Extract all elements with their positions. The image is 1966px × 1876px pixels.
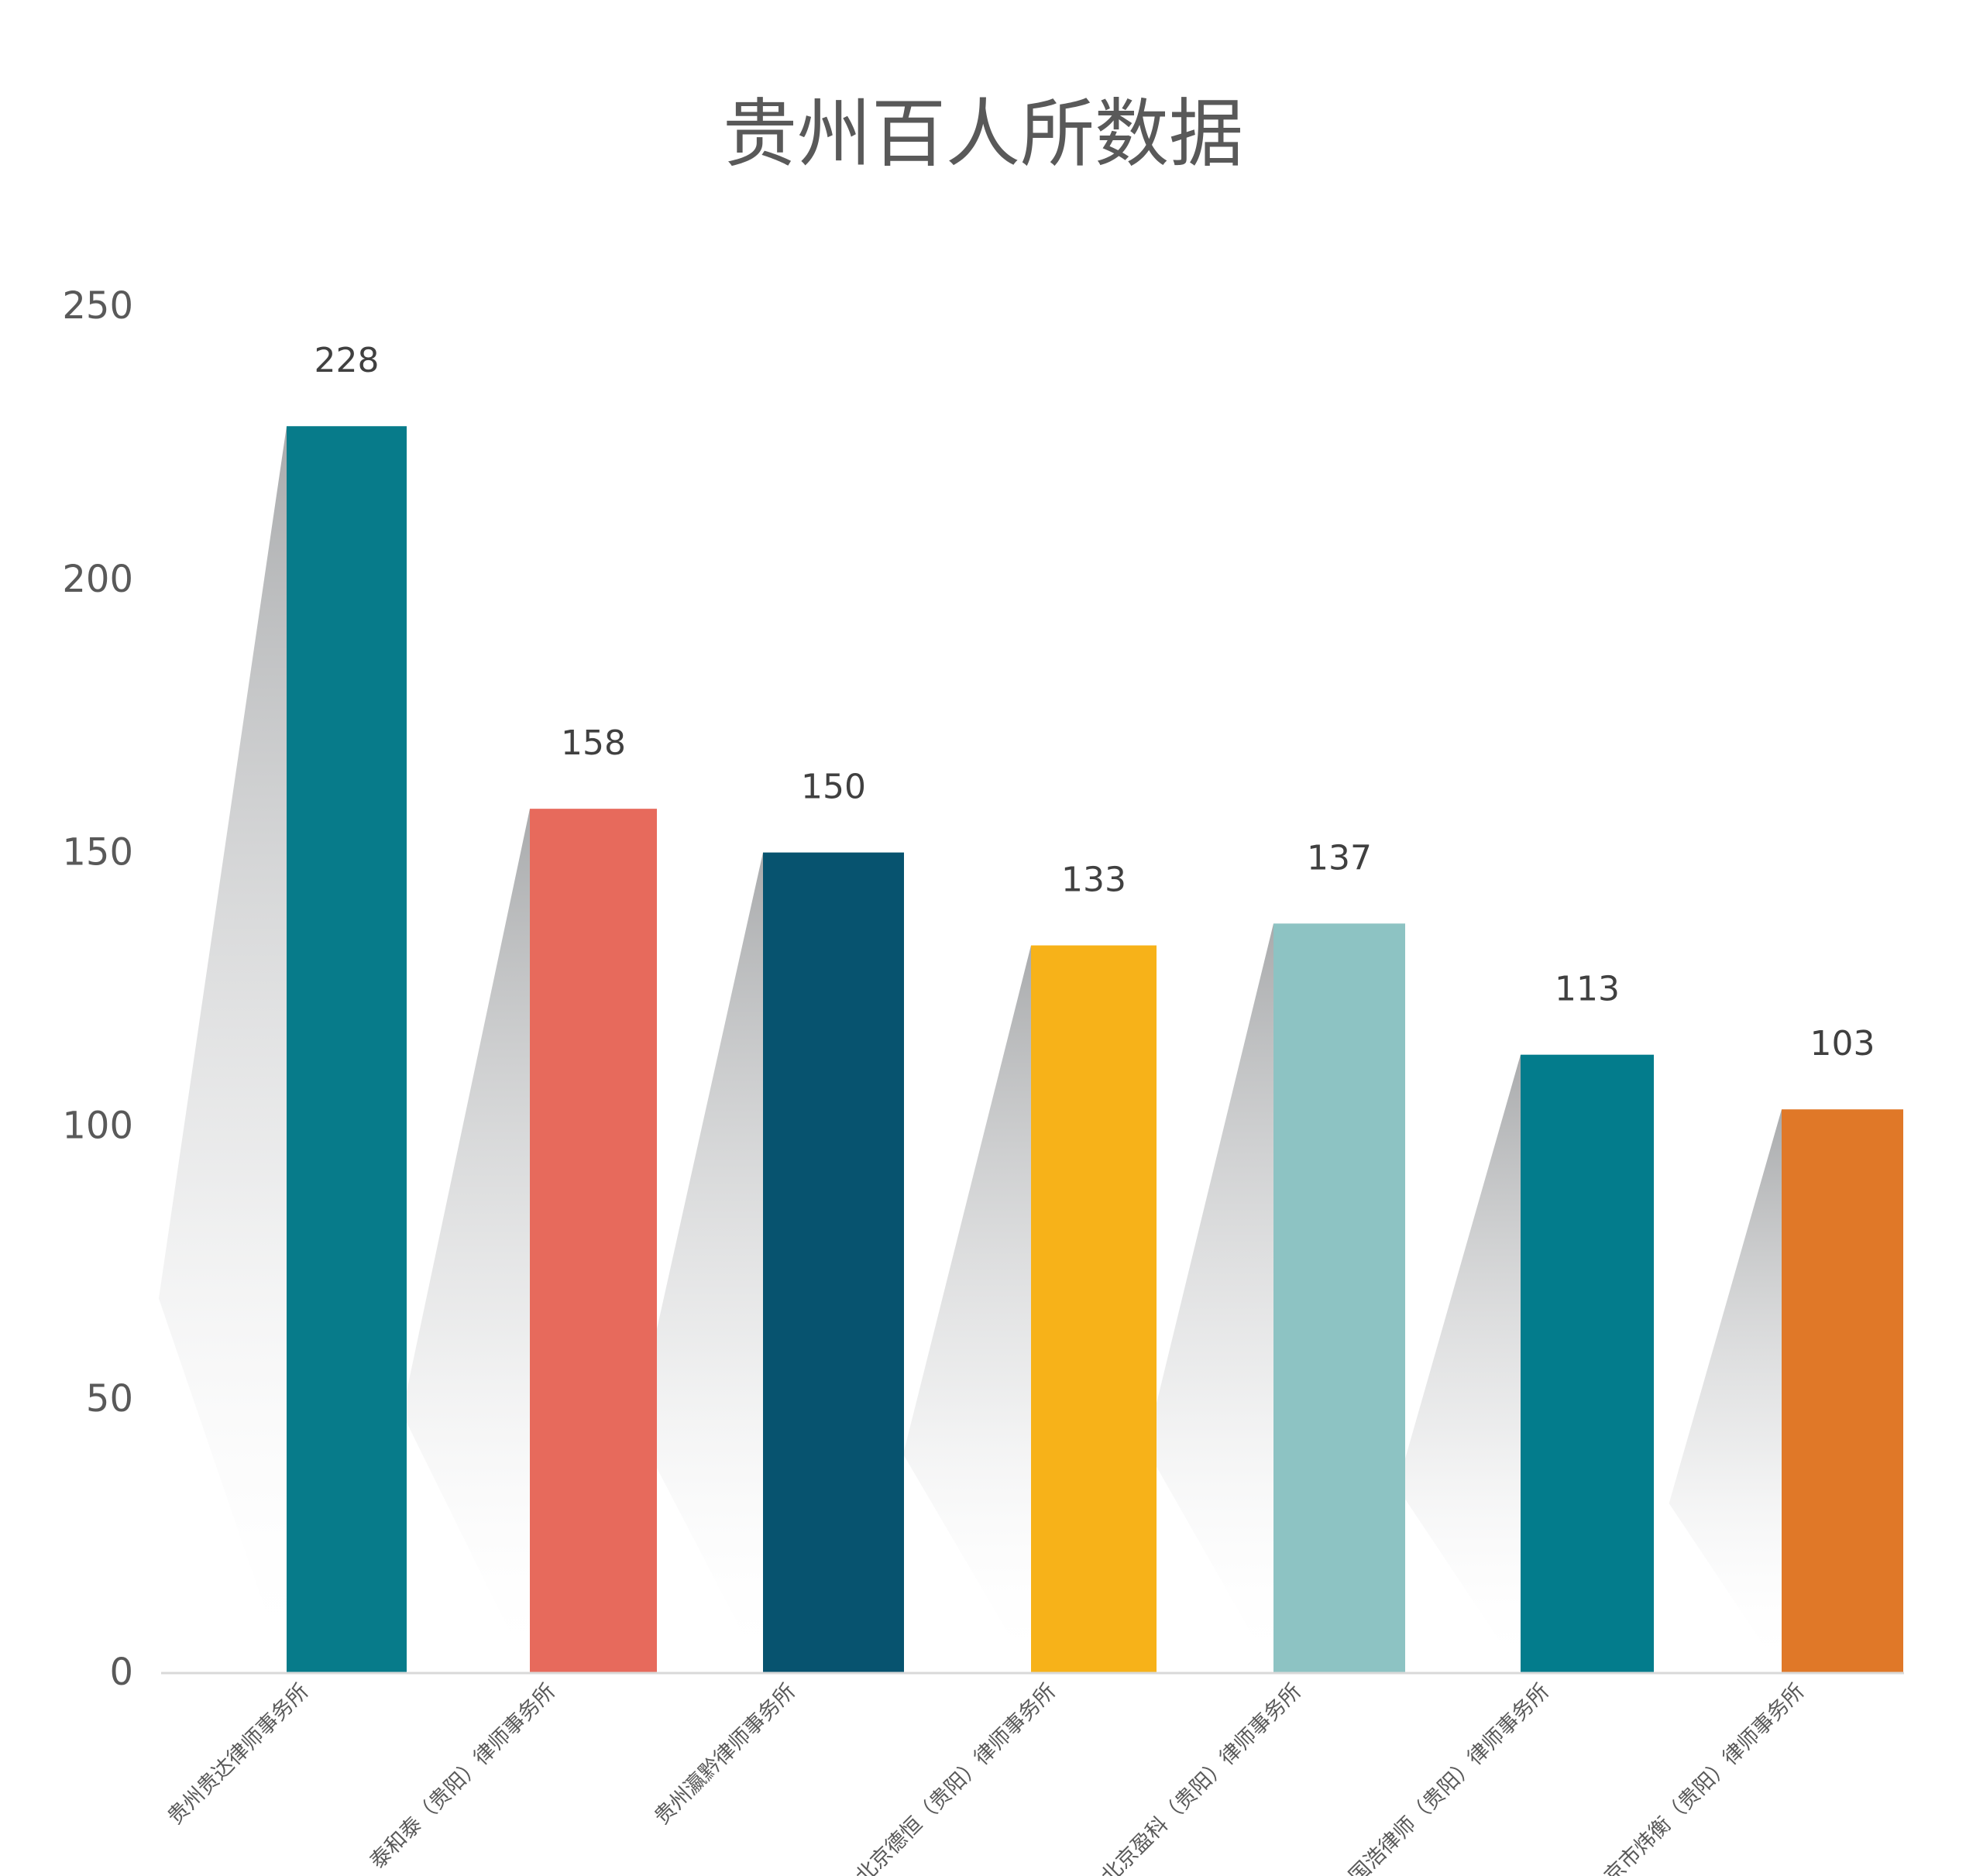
bar <box>763 852 904 1672</box>
bar <box>1782 1109 1903 1672</box>
y-tick-label: 250 <box>62 284 133 328</box>
data-label: 137 <box>1307 838 1372 878</box>
bar <box>1521 1054 1654 1672</box>
bar-shadow <box>159 426 287 1673</box>
data-label: 228 <box>314 341 380 380</box>
chart-title: 贵州百人所数据 <box>723 91 1243 177</box>
bar-shadow <box>903 945 1031 1672</box>
bar-shadow <box>1669 1109 1782 1672</box>
y-tick-label: 0 <box>109 1651 133 1694</box>
category-label: 北京德恒（贵阳）律师事务所 <box>851 1679 1060 1876</box>
bar-shadow <box>402 809 530 1672</box>
category-label: 贵州贵达律师事务所 <box>163 1679 314 1830</box>
bar-shadow <box>1397 1054 1521 1672</box>
bar <box>1273 923 1405 1672</box>
data-label: 133 <box>1061 861 1126 900</box>
y-tick-label: 50 <box>86 1377 133 1421</box>
bar-shadow <box>635 852 763 1672</box>
category-label: 国浩律师（贵阳）律师事务所 <box>1345 1679 1554 1876</box>
bar <box>1031 945 1157 1672</box>
bar-shadow <box>1146 923 1273 1672</box>
data-label: 158 <box>561 723 626 763</box>
y-tick-label: 100 <box>62 1104 133 1147</box>
y-tick-label: 150 <box>62 831 133 874</box>
data-label: 113 <box>1555 970 1620 1009</box>
category-label: 泰和泰（贵阳）律师事务所 <box>366 1679 560 1874</box>
category-label: 北京市炜衡（贵阳）律师事务所 <box>1585 1679 1809 1876</box>
data-label: 103 <box>1810 1024 1875 1063</box>
category-label: 贵州瀛黔律师事务所 <box>650 1679 800 1830</box>
category-label: 北京盈科（贵阳）律师事务所 <box>1097 1679 1306 1876</box>
y-tick-label: 200 <box>62 558 133 601</box>
bar <box>530 809 657 1672</box>
bar <box>287 426 407 1673</box>
data-label: 150 <box>801 768 866 807</box>
